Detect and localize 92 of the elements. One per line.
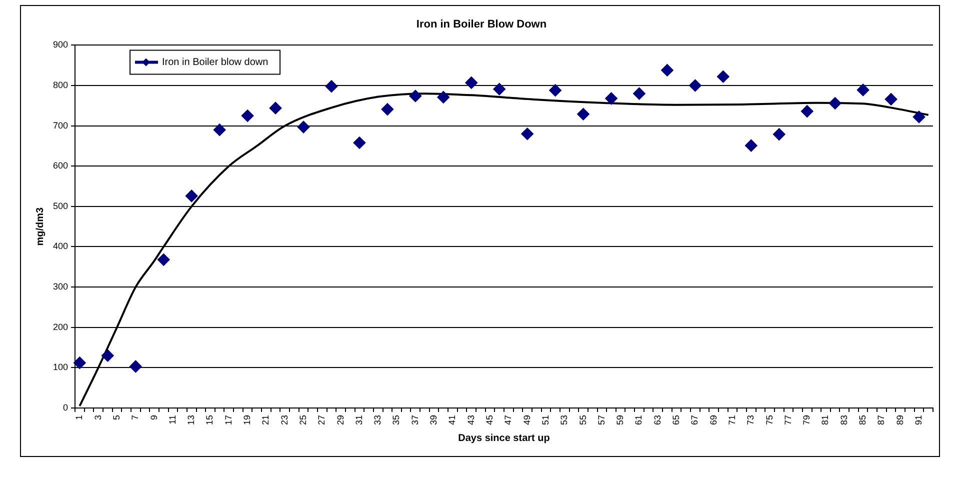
x-tick-label: 27 bbox=[316, 414, 327, 426]
point bbox=[689, 80, 702, 92]
point bbox=[465, 76, 478, 89]
y-tick-label: 100 bbox=[52, 362, 68, 372]
y-tick-label: 400 bbox=[52, 241, 68, 252]
x-tick-label: 51 bbox=[540, 414, 550, 426]
point bbox=[242, 110, 254, 122]
x-tick-label: 1 bbox=[74, 414, 84, 420]
point bbox=[633, 88, 646, 100]
y-tick-label: 200 bbox=[52, 322, 68, 332]
x-tick-label: 77 bbox=[782, 414, 793, 426]
y-tick-label: 600 bbox=[52, 160, 68, 171]
point bbox=[409, 90, 422, 102]
point bbox=[661, 64, 674, 76]
x-tick-label: 19 bbox=[242, 414, 252, 426]
x-tick-label: 71 bbox=[726, 414, 737, 426]
x-tick-label: 55 bbox=[578, 414, 588, 426]
x-tick-label: 17 bbox=[223, 414, 234, 426]
x-tick-label: 35 bbox=[391, 414, 402, 426]
point bbox=[493, 83, 506, 96]
x-tick-label: 21 bbox=[260, 414, 271, 426]
point bbox=[913, 110, 926, 123]
x-axis-title: Days since start up bbox=[458, 432, 550, 444]
point bbox=[745, 140, 758, 152]
point bbox=[74, 356, 86, 369]
x-tick-label: 15 bbox=[204, 414, 215, 426]
x-tick-label: 67 bbox=[690, 414, 700, 426]
x-tick-label: 37 bbox=[410, 414, 420, 426]
x-tick-label: 11 bbox=[167, 414, 178, 424]
x-tick-label: 9 bbox=[148, 414, 159, 420]
x-tick-label: 33 bbox=[372, 414, 383, 426]
point bbox=[577, 108, 590, 120]
x-tick-label: 79 bbox=[802, 414, 812, 426]
x-tick-label: 89 bbox=[894, 414, 905, 426]
x-tick-label: 31 bbox=[354, 414, 364, 426]
x-tick-label: 13 bbox=[186, 414, 196, 426]
point bbox=[158, 254, 170, 266]
x-tick-label: 73 bbox=[746, 414, 756, 426]
x-tick-label: 61 bbox=[634, 414, 644, 426]
x-tick-label: 53 bbox=[559, 414, 570, 426]
x-tick-label: 7 bbox=[130, 414, 140, 420]
point bbox=[214, 124, 226, 136]
y-tick-label: 800 bbox=[52, 80, 68, 90]
x-tick-label: 39 bbox=[428, 414, 439, 426]
x-tick-label: 29 bbox=[335, 414, 346, 426]
x-tick-label: 49 bbox=[522, 414, 532, 426]
x-tick-label: 69 bbox=[708, 414, 718, 426]
point bbox=[521, 128, 534, 140]
x-tick-label: 3 bbox=[92, 414, 103, 420]
point bbox=[717, 70, 730, 83]
y-axis-title: mg/dm3 bbox=[34, 206, 46, 246]
point bbox=[549, 84, 562, 96]
point bbox=[270, 102, 282, 114]
point bbox=[857, 84, 870, 96]
y-tick-label: 300 bbox=[52, 282, 68, 292]
x-tick-label: 47 bbox=[503, 414, 514, 426]
y-tick-label: 900 bbox=[52, 40, 68, 50]
line-series bbox=[78, 92, 930, 407]
y-tick-label: 700 bbox=[52, 120, 68, 130]
y-tick-label: 500 bbox=[52, 200, 68, 211]
x-tick-label: 5 bbox=[111, 414, 122, 420]
x-tick-label: 23 bbox=[279, 414, 290, 426]
x-tick-label: 65 bbox=[671, 414, 682, 426]
point bbox=[353, 136, 366, 149]
point bbox=[885, 93, 898, 106]
point bbox=[298, 121, 310, 134]
point bbox=[102, 350, 114, 362]
y-tick-label: 0 bbox=[63, 402, 68, 412]
x-tick-label: 75 bbox=[764, 414, 774, 426]
point bbox=[801, 105, 814, 118]
point bbox=[186, 190, 198, 202]
point bbox=[605, 92, 618, 104]
x-tick-label: 43 bbox=[466, 414, 476, 426]
x-tick-label: 63 bbox=[652, 414, 662, 426]
chart-title: Iron in Boiler Blow Down bbox=[416, 18, 547, 31]
point bbox=[381, 103, 394, 116]
x-tick-label: 59 bbox=[615, 414, 626, 426]
point bbox=[773, 128, 786, 140]
legend-label: Iron in Boiler blow down bbox=[162, 56, 268, 68]
point bbox=[130, 360, 142, 372]
x-tick-label: 91 bbox=[913, 414, 924, 426]
x-tick-label: 57 bbox=[596, 414, 606, 426]
x-tick-label: 25 bbox=[298, 414, 308, 426]
point bbox=[829, 97, 842, 110]
point bbox=[325, 80, 338, 92]
x-tick-label: 85 bbox=[858, 414, 868, 426]
point bbox=[437, 91, 450, 104]
x-tick-label: 87 bbox=[876, 414, 886, 426]
x-tick-label: 45 bbox=[484, 414, 495, 426]
x-tick-label: 81 bbox=[820, 414, 830, 426]
x-tick-label: 83 bbox=[838, 414, 849, 426]
x-tick-label: 41 bbox=[447, 414, 458, 426]
